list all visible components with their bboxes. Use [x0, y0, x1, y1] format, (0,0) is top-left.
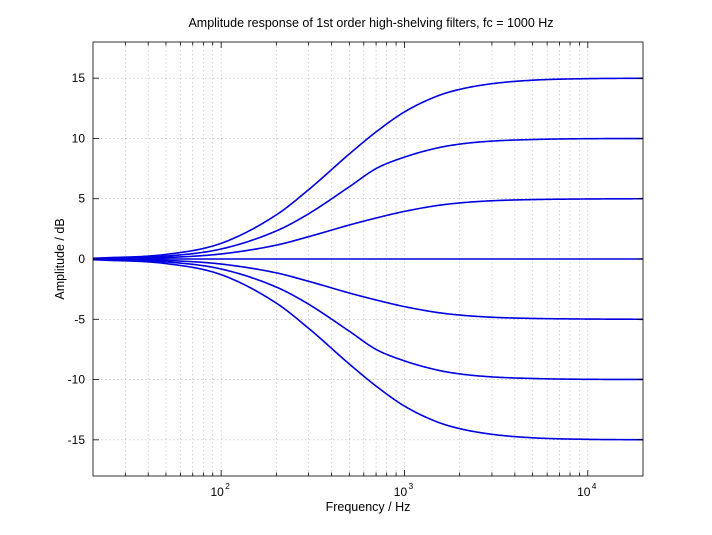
series-group [92, 77, 644, 441]
x-tick-label-exponent: 3 [408, 481, 413, 491]
x-axis-label: Frequency / Hz [326, 500, 411, 514]
x-tick-label: 10 3 [394, 481, 414, 499]
series-line [92, 77, 644, 260]
x-tick-label-base: 10 [210, 485, 224, 499]
x-tick-labels: 10 2 10 3 10 4 [210, 481, 596, 499]
y-tick-label: -10 [68, 373, 86, 387]
y-tick-label: -15 [68, 433, 86, 447]
x-tick-label-exponent: 4 [592, 481, 597, 491]
series-line [92, 258, 644, 441]
y-tick-labels: -15 -10 -5 0 5 10 15 [68, 71, 86, 447]
x-tick-label-exponent: 2 [225, 481, 230, 491]
series-line [92, 258, 644, 381]
chart-title: Amplitude response of 1st order high-she… [188, 16, 553, 30]
series-line [92, 197, 644, 260]
x-tick-label: 10 4 [577, 481, 597, 499]
series-line [92, 258, 644, 321]
y-tick-label: 15 [72, 71, 86, 85]
axis-ticks [93, 42, 643, 476]
y-tick-label: 10 [72, 131, 86, 145]
series-line [92, 137, 644, 260]
y-tick-label: -5 [74, 312, 85, 326]
x-tick-label: 10 2 [210, 481, 230, 499]
y-axis-label: Amplitude / dB [53, 218, 67, 299]
x-tick-label-base: 10 [577, 485, 591, 499]
y-tick-label: 5 [78, 192, 85, 206]
x-tick-label-base: 10 [394, 485, 408, 499]
y-tick-label: 0 [78, 252, 85, 266]
